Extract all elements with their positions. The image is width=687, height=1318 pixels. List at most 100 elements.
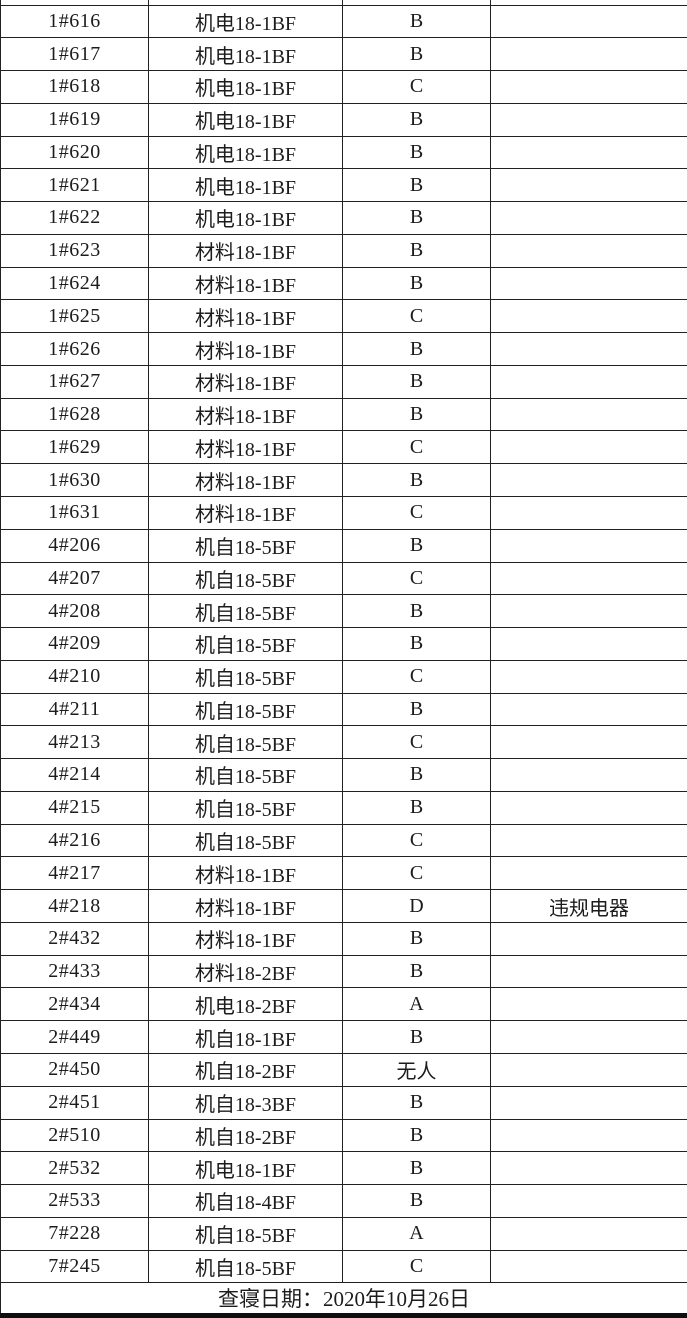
table-row: 4#214 机自18-5BF B: [0, 758, 687, 792]
note-cell: [490, 725, 687, 760]
class-name-cell: 机电18-1BF: [148, 168, 343, 203]
class-name-cell: 机自18-5BF: [148, 725, 343, 760]
cut-off-row: [0, 0, 687, 6]
class-name-cell: 机电18-2BF: [148, 987, 343, 1022]
grade-cell: B: [342, 332, 491, 366]
grade-cell: A: [342, 987, 491, 1022]
class-name-cell: 机自18-2BF: [148, 1118, 343, 1153]
note-cell: [490, 758, 687, 792]
class-name-cell: 机自18-5BF: [148, 659, 343, 694]
class-name-cell: 材料18-1BF: [148, 921, 343, 956]
class-name-cell: 机自18-5BF: [148, 758, 343, 792]
footer-row: 查寝日期：2020年10月26日: [0, 1282, 687, 1318]
grade-cell: B: [342, 627, 491, 661]
table-row: 1#624 材料18-1BF B: [0, 266, 687, 301]
table-row: 1#626 材料18-1BF B: [0, 332, 687, 366]
table-row: 2#432 材料18-1BF B: [0, 921, 687, 956]
room-number-cell: 1#625: [0, 299, 149, 334]
class-name-cell: 材料18-1BF: [148, 889, 343, 923]
class-name-cell: 机自18-5BF: [148, 627, 343, 661]
table-row: 2#449 机自18-1BF B: [0, 1020, 687, 1054]
grade-cell: C: [342, 1249, 491, 1284]
grade-cell: B: [342, 692, 491, 727]
class-name-cell: 材料18-1BF: [148, 332, 343, 366]
note-cell: [490, 659, 687, 694]
note-cell: [490, 266, 687, 301]
note-cell: [490, 594, 687, 629]
grade-cell: C: [342, 856, 491, 891]
room-number-cell: 2#432: [0, 921, 149, 956]
grade-cell: B: [342, 135, 491, 170]
table-row: 1#628 材料18-1BF B: [0, 397, 687, 432]
room-number-cell: 1#629: [0, 430, 149, 465]
grade-cell: B: [342, 364, 491, 399]
grade-cell: B: [342, 266, 491, 301]
table-row: 2#450 机自18-2BF 无人: [0, 1053, 687, 1087]
table-row: 1#622 机电18-1BF B: [0, 201, 687, 235]
table-row: 4#216 机自18-5BF C: [0, 823, 687, 858]
class-name-cell: 机自18-4BF: [148, 1184, 343, 1218]
table-row: 1#625 材料18-1BF C: [0, 299, 687, 334]
room-number-cell: 1#618: [0, 70, 149, 104]
class-name-cell: 机自18-5BF: [148, 528, 343, 563]
table-row: 1#630 材料18-1BF B: [0, 463, 687, 497]
note-cell: [490, 1085, 687, 1120]
grade-cell: B: [342, 790, 491, 825]
grade-cell: B: [342, 594, 491, 629]
table-row: 1#621 机电18-1BF B: [0, 168, 687, 203]
grade-cell: C: [342, 299, 491, 334]
class-name-cell: 机自18-5BF: [148, 692, 343, 727]
note-cell: [490, 1249, 687, 1284]
note-cell: [490, 987, 687, 1022]
class-name-cell: 材料18-1BF: [148, 299, 343, 334]
note-cell: [490, 1118, 687, 1153]
room-number-cell: 1#617: [0, 37, 149, 72]
grade-cell: A: [342, 1216, 491, 1251]
note-cell: [490, 823, 687, 858]
grade-cell: C: [342, 659, 491, 694]
note-cell: [490, 627, 687, 661]
table-row: 1#629 材料18-1BF C: [0, 430, 687, 465]
class-name-cell: 材料18-1BF: [148, 233, 343, 268]
class-name-cell: 机电18-1BF: [148, 102, 343, 137]
table-row: 1#623 材料18-1BF B: [0, 233, 687, 268]
room-number-cell: 4#214: [0, 758, 149, 792]
class-name-cell: 机自18-5BF: [148, 561, 343, 596]
grade-cell: C: [342, 823, 491, 858]
note-cell: [490, 1053, 687, 1087]
grade-cell: B: [342, 954, 491, 989]
class-name-cell: 机自18-3BF: [148, 1085, 343, 1120]
room-number-cell: 4#206: [0, 528, 149, 563]
class-name-cell: 材料18-2BF: [148, 954, 343, 989]
grade-cell: B: [342, 1151, 491, 1186]
table-row: 2#433 材料18-2BF B: [0, 954, 687, 989]
note-cell: [490, 1184, 687, 1218]
note-cell: 违规电器: [490, 889, 687, 923]
room-number-cell: 4#207: [0, 561, 149, 596]
class-name-cell: 材料18-1BF: [148, 430, 343, 465]
room-number-cell: 2#451: [0, 1085, 149, 1120]
grade-cell: B: [342, 1020, 491, 1054]
table-row: 1#620 机电18-1BF B: [0, 135, 687, 170]
table-row: 4#210 机自18-5BF C: [0, 659, 687, 694]
room-number-cell: 2#532: [0, 1151, 149, 1186]
grade-cell: C: [342, 430, 491, 465]
room-number-cell: 1#621: [0, 168, 149, 203]
room-number-cell: 4#213: [0, 725, 149, 760]
room-number-cell: 1#622: [0, 201, 149, 235]
note-cell: [490, 70, 687, 104]
table-row: 4#217 材料18-1BF C: [0, 856, 687, 891]
table-row: 2#434 机电18-2BF A: [0, 987, 687, 1022]
grade-cell: D: [342, 889, 491, 923]
note-cell: [490, 495, 687, 530]
note-cell: [490, 168, 687, 203]
table-row: 1#627 材料18-1BF B: [0, 364, 687, 399]
note-cell: [490, 463, 687, 497]
room-number-cell: 2#510: [0, 1118, 149, 1153]
table-row: 1#618 机电18-1BF C: [0, 70, 687, 104]
table-row: 4#206 机自18-5BF B: [0, 528, 687, 563]
class-name-cell: 材料18-1BF: [148, 397, 343, 432]
grade-cell: C: [342, 70, 491, 104]
